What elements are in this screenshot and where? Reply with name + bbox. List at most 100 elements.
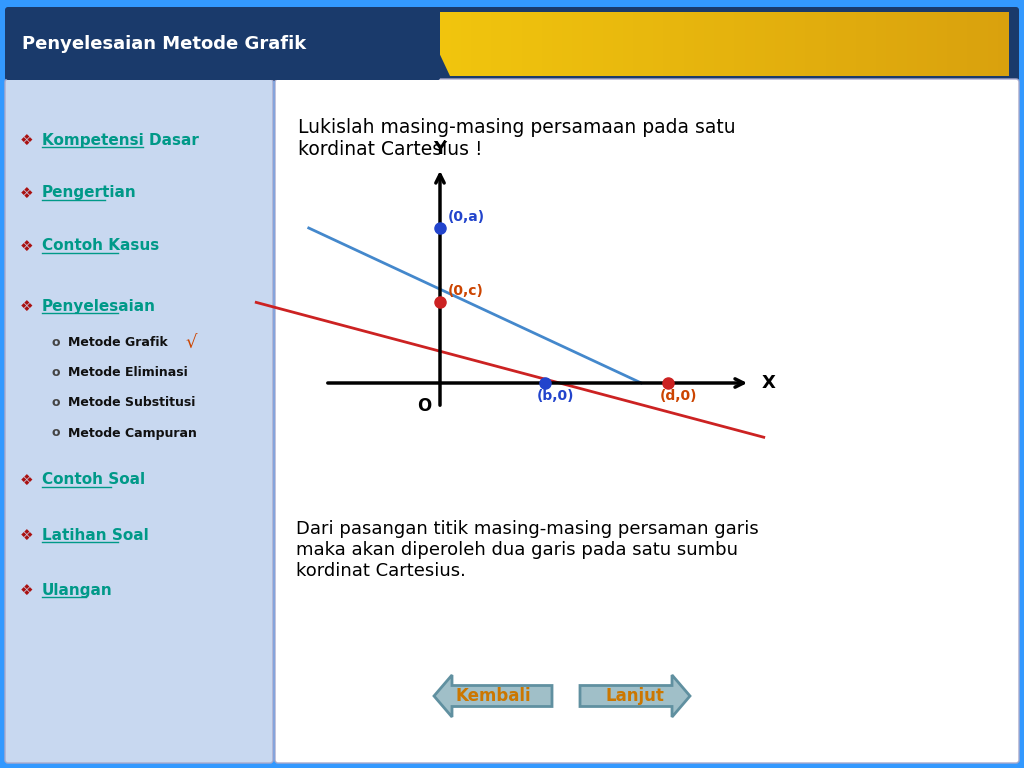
FancyBboxPatch shape xyxy=(5,7,1019,81)
Bar xyxy=(612,12,624,76)
Bar xyxy=(877,12,888,76)
Bar xyxy=(805,12,816,76)
Bar xyxy=(825,12,837,76)
Bar xyxy=(988,12,998,76)
Bar xyxy=(674,12,685,76)
Bar xyxy=(978,12,989,76)
Text: ❖: ❖ xyxy=(20,239,34,253)
Text: ❖: ❖ xyxy=(20,186,34,200)
Polygon shape xyxy=(580,675,690,717)
Bar xyxy=(744,12,756,76)
Bar xyxy=(714,12,725,76)
Bar xyxy=(481,12,493,76)
Text: Latihan Soal: Latihan Soal xyxy=(42,528,148,542)
Bar xyxy=(411,12,421,76)
Bar xyxy=(684,12,695,76)
Bar xyxy=(836,12,847,76)
Bar xyxy=(572,12,584,76)
Bar xyxy=(583,12,594,76)
Bar xyxy=(765,12,776,76)
Bar xyxy=(997,12,1009,76)
Bar xyxy=(623,12,634,76)
Bar xyxy=(511,12,522,76)
Text: o: o xyxy=(52,336,60,349)
Bar xyxy=(603,12,613,76)
Text: Lukislah masing-masing persamaan pada satu
kordinat Cartesius !: Lukislah masing-masing persamaan pada sa… xyxy=(298,118,735,159)
Text: X: X xyxy=(762,374,776,392)
Text: Metode Campuran: Metode Campuran xyxy=(68,426,197,439)
Bar xyxy=(916,12,928,76)
Text: ❖: ❖ xyxy=(20,528,34,542)
Bar xyxy=(846,12,857,76)
Text: Y: Y xyxy=(433,140,446,158)
Text: o: o xyxy=(52,426,60,439)
Bar xyxy=(400,12,411,76)
Bar xyxy=(461,12,472,76)
Bar xyxy=(562,12,573,76)
Text: Metode Substitusi: Metode Substitusi xyxy=(68,396,196,409)
Text: Kembali: Kembali xyxy=(456,687,530,705)
Bar xyxy=(552,12,563,76)
Bar xyxy=(492,12,503,76)
Text: (0,c): (0,c) xyxy=(449,284,484,299)
Text: ❖: ❖ xyxy=(20,472,34,488)
Bar xyxy=(957,12,969,76)
Bar xyxy=(653,12,665,76)
Text: Dari pasangan titik masing-masing persaman garis
maka akan diperoleh dua garis p: Dari pasangan titik masing-masing persam… xyxy=(296,520,759,580)
Bar xyxy=(856,12,867,76)
Bar xyxy=(724,12,735,76)
Text: Penyelesaian: Penyelesaian xyxy=(42,299,156,313)
Text: Metode Eliminasi: Metode Eliminasi xyxy=(68,366,187,379)
Polygon shape xyxy=(434,675,552,717)
Bar xyxy=(705,12,715,76)
Text: (0,a): (0,a) xyxy=(449,210,485,224)
Bar xyxy=(815,12,826,76)
Bar xyxy=(755,12,766,76)
Bar xyxy=(927,12,938,76)
Bar xyxy=(502,12,512,76)
Bar xyxy=(451,12,462,76)
FancyBboxPatch shape xyxy=(275,79,1019,763)
Bar xyxy=(866,12,878,76)
Bar xyxy=(521,12,532,76)
Bar xyxy=(937,12,948,76)
Text: o: o xyxy=(52,366,60,379)
Text: Kompetensi Dasar: Kompetensi Dasar xyxy=(42,133,199,147)
Text: Pengertian: Pengertian xyxy=(42,186,137,200)
Bar xyxy=(887,12,897,76)
Bar xyxy=(785,12,797,76)
Text: √: √ xyxy=(185,334,197,352)
Bar xyxy=(968,12,979,76)
Text: Metode Grafik: Metode Grafik xyxy=(68,336,168,349)
Bar xyxy=(947,12,958,76)
Bar xyxy=(420,12,431,76)
Text: o: o xyxy=(52,396,60,409)
Text: Penyelesaian Metode Grafik: Penyelesaian Metode Grafik xyxy=(22,35,306,53)
Text: (d,0): (d,0) xyxy=(659,389,697,403)
Text: Contoh Kasus: Contoh Kasus xyxy=(42,239,160,253)
Bar xyxy=(694,12,705,76)
Bar xyxy=(775,12,786,76)
Bar xyxy=(906,12,918,76)
Text: O: O xyxy=(417,397,431,415)
Polygon shape xyxy=(380,12,450,76)
Bar xyxy=(734,12,745,76)
Bar xyxy=(633,12,644,76)
Text: ❖: ❖ xyxy=(20,582,34,598)
Bar xyxy=(593,12,604,76)
FancyBboxPatch shape xyxy=(5,79,273,763)
Text: ❖: ❖ xyxy=(20,133,34,147)
Bar xyxy=(664,12,675,76)
Bar xyxy=(471,12,482,76)
Bar xyxy=(531,12,543,76)
Bar xyxy=(430,12,441,76)
FancyBboxPatch shape xyxy=(6,8,440,80)
Text: ❖: ❖ xyxy=(20,299,34,313)
Bar xyxy=(796,12,806,76)
Bar xyxy=(542,12,553,76)
Bar xyxy=(440,12,452,76)
Text: Ulangan: Ulangan xyxy=(42,582,113,598)
Text: Lanjut: Lanjut xyxy=(605,687,665,705)
Text: (b,0): (b,0) xyxy=(537,389,574,403)
Text: Contoh Soal: Contoh Soal xyxy=(42,472,145,488)
